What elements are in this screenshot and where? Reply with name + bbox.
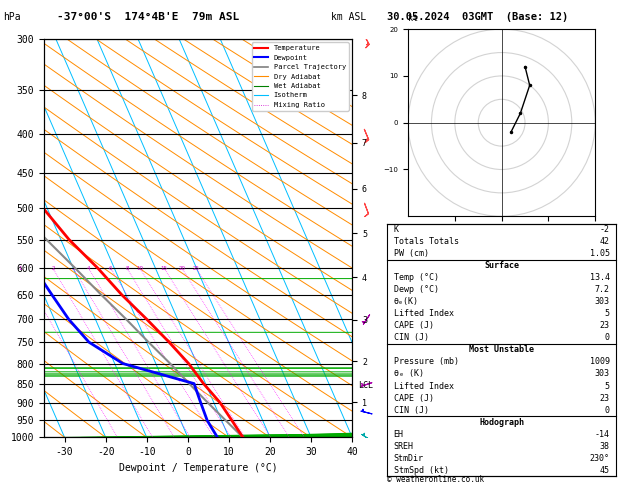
Text: StmSpd (kt): StmSpd (kt) [394,466,448,475]
Text: 30.05.2024  03GMT  (Base: 12): 30.05.2024 03GMT (Base: 12) [387,12,568,22]
Text: 5: 5 [604,382,610,391]
Text: 8: 8 [125,266,129,271]
Text: 1009: 1009 [589,358,610,366]
X-axis label: Dewpoint / Temperature (°C): Dewpoint / Temperature (°C) [119,463,277,473]
Text: Temp (°C): Temp (°C) [394,273,438,282]
Text: 230°: 230° [589,454,610,463]
Text: θₑ(K): θₑ(K) [394,297,419,306]
Text: 38: 38 [599,442,610,451]
Text: LCL: LCL [359,381,374,390]
Text: 6: 6 [109,266,113,271]
Text: 7.2: 7.2 [594,285,610,294]
Text: Most Unstable: Most Unstable [469,346,534,354]
Text: kt: kt [408,14,418,23]
Text: 1: 1 [18,266,21,271]
Text: 4: 4 [87,266,91,271]
Text: 13.4: 13.4 [589,273,610,282]
Text: 303: 303 [594,369,610,379]
Text: 2: 2 [51,266,55,271]
Text: 3: 3 [72,266,75,271]
Text: hPa: hPa [3,12,21,22]
Text: © weatheronline.co.uk: © weatheronline.co.uk [387,474,484,484]
Text: Surface: Surface [484,261,519,270]
Text: 42: 42 [599,237,610,246]
Text: 25: 25 [192,266,199,271]
Text: StmDir: StmDir [394,454,424,463]
Text: Totals Totals: Totals Totals [394,237,459,246]
Text: 23: 23 [599,394,610,402]
Legend: Temperature, Dewpoint, Parcel Trajectory, Dry Adiabat, Wet Adiabat, Isotherm, Mi: Temperature, Dewpoint, Parcel Trajectory… [252,42,348,111]
Text: PW (cm): PW (cm) [394,249,429,258]
Text: 23: 23 [599,321,610,330]
Text: Lifted Index: Lifted Index [394,382,454,391]
Text: 20: 20 [179,266,186,271]
Text: 0: 0 [604,333,610,342]
Text: -2: -2 [599,225,610,234]
Text: 0: 0 [604,406,610,415]
Text: 10: 10 [136,266,143,271]
Text: CAPE (J): CAPE (J) [394,321,434,330]
Text: Lifted Index: Lifted Index [394,309,454,318]
Text: Dewp (°C): Dewp (°C) [394,285,438,294]
Text: CIN (J): CIN (J) [394,406,429,415]
Text: CAPE (J): CAPE (J) [394,394,434,402]
Text: 303: 303 [594,297,610,306]
Text: 45: 45 [599,466,610,475]
Text: km ASL: km ASL [331,12,367,22]
Text: CIN (J): CIN (J) [394,333,429,342]
Text: Hodograph: Hodograph [479,417,524,427]
Text: -37°00'S  174°4B'E  79m ASL: -37°00'S 174°4B'E 79m ASL [57,12,239,22]
Text: θₑ (K): θₑ (K) [394,369,424,379]
Text: K: K [394,225,399,234]
Text: -14: -14 [594,430,610,439]
Text: 1.05: 1.05 [589,249,610,258]
Text: SREH: SREH [394,442,414,451]
Text: EH: EH [394,430,404,439]
Text: 15: 15 [160,266,168,271]
Text: Pressure (mb): Pressure (mb) [394,358,459,366]
Text: 5: 5 [604,309,610,318]
